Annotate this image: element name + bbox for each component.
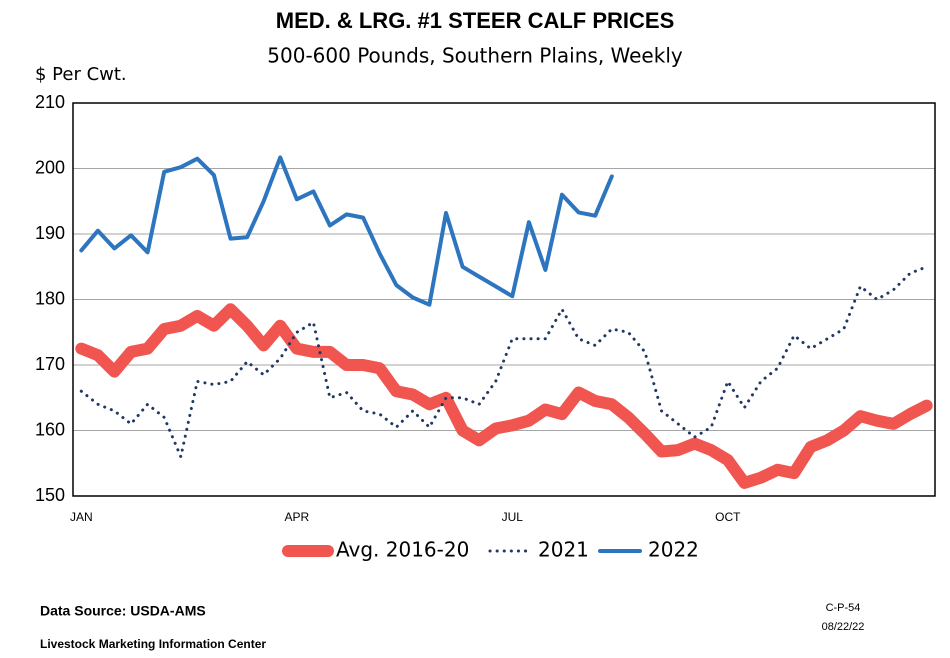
y-tick-label: 160 (35, 419, 65, 439)
plot-border (72, 102, 936, 497)
series-line (75, 303, 933, 489)
y-tick-label: 180 (35, 288, 65, 308)
series-line (79, 265, 929, 459)
y-tick-label: 210 (35, 92, 65, 112)
x-tick-label: OCT (715, 510, 741, 524)
organization: Livestock Marketing Information Center (40, 637, 266, 651)
x-tick-label: APR (284, 510, 309, 524)
chart-date: 08/22/22 (822, 621, 865, 633)
x-tick-label: JUL (502, 510, 524, 524)
y-axis-label: $ Per Cwt. (35, 64, 127, 85)
y-tick-label: 190 (35, 223, 65, 243)
x-tick-label: JAN (70, 510, 93, 524)
chart-id: C-P-54 (826, 602, 861, 614)
chart-subtitle: 500-600 Pounds, Southern Plains, Weekly (267, 44, 683, 68)
y-tick-label: 170 (35, 354, 65, 374)
chart-title: MED. & LRG. #1 STEER CALF PRICES (276, 8, 675, 33)
series-line (79, 155, 614, 307)
source: Data Source: USDA-AMS (40, 603, 206, 619)
legend-label: Avg. 2016-20 (336, 538, 469, 562)
legend-label: 2021 (538, 538, 589, 562)
y-tick-label: 200 (35, 157, 65, 177)
legend-label: 2022 (648, 538, 699, 562)
y-tick-label: 150 (35, 485, 65, 505)
